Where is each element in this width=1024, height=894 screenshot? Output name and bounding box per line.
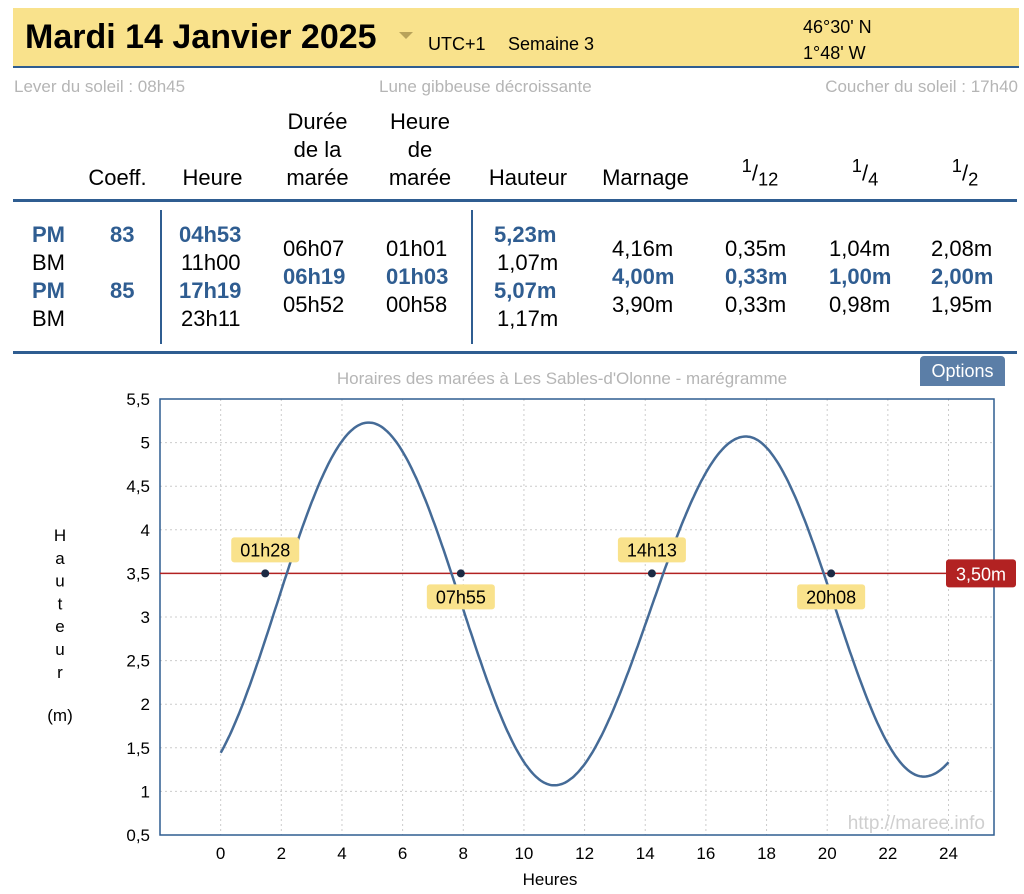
x-tick-label: 8	[459, 844, 468, 863]
plot-area	[159, 398, 995, 836]
crossing-label: 07h55	[436, 587, 486, 607]
y-tick-label: 2,5	[126, 652, 150, 671]
tide-curve	[219, 421, 950, 787]
header-heure-maree: Heure de marée	[388, 109, 452, 190]
header-marnage: Marnage	[602, 165, 689, 190]
crossing-label: 14h13	[627, 540, 677, 560]
x-tick-label: 2	[277, 844, 286, 863]
x-tick-label: 0	[216, 844, 225, 863]
x-tick-label: 4	[337, 844, 346, 863]
y-tick-label: 4	[141, 521, 150, 540]
options-button[interactable]: Options	[920, 356, 1005, 386]
threshold-label: 3,50m	[956, 564, 1006, 584]
table-bottom-divider	[13, 351, 1017, 354]
crossing-label-bg	[231, 537, 300, 563]
x-tick-label: 10	[514, 844, 533, 863]
table-top-divider	[13, 199, 1017, 202]
crossing-label: 20h08	[806, 587, 856, 607]
header-hauteur: Hauteur	[488, 165, 568, 190]
header-half: 1/2	[951, 155, 979, 190]
latitude: 46°30' N	[803, 17, 872, 37]
crossing-point	[456, 569, 465, 578]
x-tick-label: 18	[757, 844, 776, 863]
x-tick-label: 14	[636, 844, 655, 863]
date-title[interactable]: Mardi 14 Janvier 2025	[25, 18, 377, 56]
x-axis-label: Heures	[523, 870, 578, 889]
y-axis-unit: (m)	[47, 706, 72, 725]
longitude: 1°48' W	[803, 43, 866, 63]
x-tick-label: 22	[878, 844, 897, 863]
y-tick-label: 2	[141, 695, 150, 714]
threshold-badge	[946, 559, 1016, 588]
crossing-label-bg	[797, 584, 866, 610]
sunset: Coucher du soleil : 17h40	[825, 77, 1018, 96]
y-tick-label: 0,5	[126, 826, 150, 845]
x-tick-label: 6	[398, 844, 407, 863]
crossing-point	[647, 569, 656, 578]
y-tick-label: 4,5	[126, 477, 150, 496]
sunrise: Lever du soleil : 08h45	[14, 77, 186, 96]
crossing-point	[261, 569, 270, 578]
y-tick-label: 3	[141, 608, 150, 627]
x-tick-label: 20	[818, 844, 837, 863]
header-heure: Heure	[182, 165, 243, 190]
header-duree: Durée de la marée	[286, 109, 349, 190]
crossing-label: 01h28	[240, 540, 290, 560]
crossing-label-bg	[617, 537, 686, 563]
y-tick-label: 1	[141, 782, 150, 801]
date-header: Mardi 14 Janvier 2025 UTC+1 Semaine 3 46…	[13, 8, 1019, 68]
header-quarter: 1/4	[851, 155, 879, 190]
header-twelfth: 1/12	[741, 155, 779, 190]
watermark: http://maree.info	[848, 813, 985, 834]
moon-phase: Lune gibbeuse décroissante	[379, 77, 592, 96]
crossing-point	[827, 569, 836, 578]
table-column-divider	[471, 210, 473, 344]
y-tick-label: 1,5	[126, 739, 150, 758]
table-column-divider	[160, 210, 162, 344]
header-coeff: Coeff.	[88, 165, 147, 190]
y-tick-label: 5	[141, 434, 150, 453]
x-tick-label: 24	[939, 844, 958, 863]
crossing-label-bg	[426, 584, 495, 610]
y-tick-label: 3,5	[126, 564, 150, 583]
chart-title: Horaires des marées à Les Sables-d'Olonn…	[337, 369, 787, 388]
y-tick-label: 5,5	[126, 390, 150, 409]
x-tick-label: 12	[575, 844, 594, 863]
x-tick-label: 16	[696, 844, 715, 863]
week-number: Semaine 3	[508, 34, 595, 54]
timezone: UTC+1	[428, 34, 486, 54]
chevron-down-icon[interactable]	[399, 32, 413, 39]
